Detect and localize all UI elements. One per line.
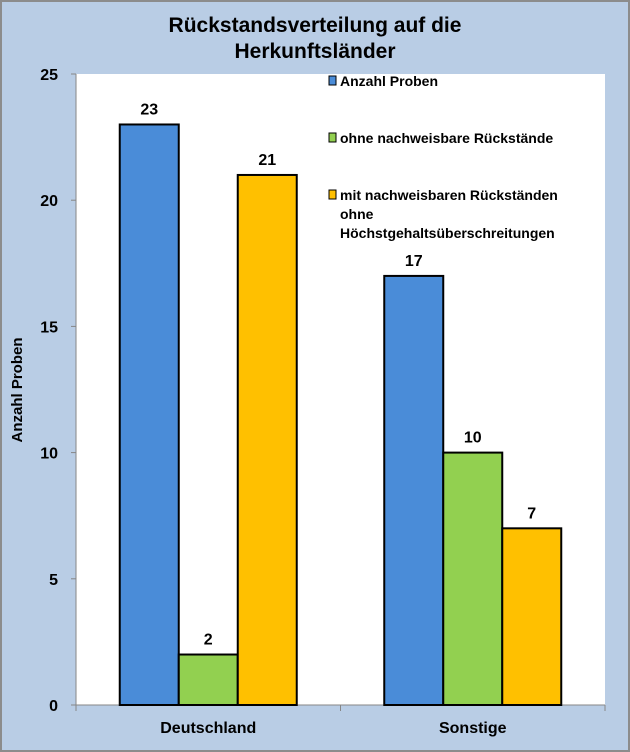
data-label: 10 (464, 430, 482, 447)
y-tick-label: 15 (40, 319, 58, 336)
y-tick-label: 5 (49, 572, 58, 589)
bar (501, 527, 563, 706)
legend-label: Höchstgehaltsüberschreitungen (340, 225, 555, 241)
legend-label: ohne nachweisbare Rückstände (340, 130, 553, 146)
legend-label: ohne (340, 206, 374, 222)
chart-title-line-2: Herkunftsländer (234, 40, 395, 63)
bar (442, 451, 504, 706)
data-label: 7 (527, 505, 536, 522)
legend-swatch (328, 189, 337, 200)
y-tick-label: 0 (49, 698, 58, 715)
data-label: 23 (140, 101, 158, 118)
x-tick-label: Sonstige (439, 720, 507, 737)
data-label: 2 (204, 632, 213, 649)
y-tick-label: 20 (40, 193, 58, 210)
legend-label: Anzahl Proben (340, 73, 438, 89)
bar (236, 173, 298, 706)
data-label: 17 (405, 253, 423, 270)
legend-swatch (328, 75, 337, 86)
y-tick-label: 25 (40, 67, 58, 84)
x-tick-label: Deutschland (160, 720, 256, 737)
bar (118, 123, 180, 707)
data-label: 21 (258, 152, 276, 169)
chart-title-line-1: Rückstandsverteilung auf die (169, 14, 462, 37)
legend-label: mit nachweisbaren Rückständen (340, 187, 558, 203)
legend-swatch (328, 132, 337, 143)
legend: Anzahl Proben ohne nachweisbare Rückständ… (328, 73, 558, 241)
y-tick-label: 10 (40, 446, 58, 463)
bar (383, 274, 445, 706)
bar (177, 653, 239, 707)
y-axis-label: Anzahl Proben (9, 337, 26, 442)
